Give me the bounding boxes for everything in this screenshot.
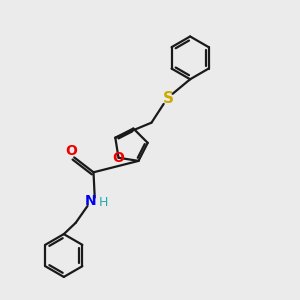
Text: N: N (85, 194, 96, 208)
Text: S: S (163, 92, 174, 106)
Text: O: O (65, 145, 77, 158)
Text: H: H (99, 196, 109, 208)
Text: O: O (112, 151, 124, 165)
